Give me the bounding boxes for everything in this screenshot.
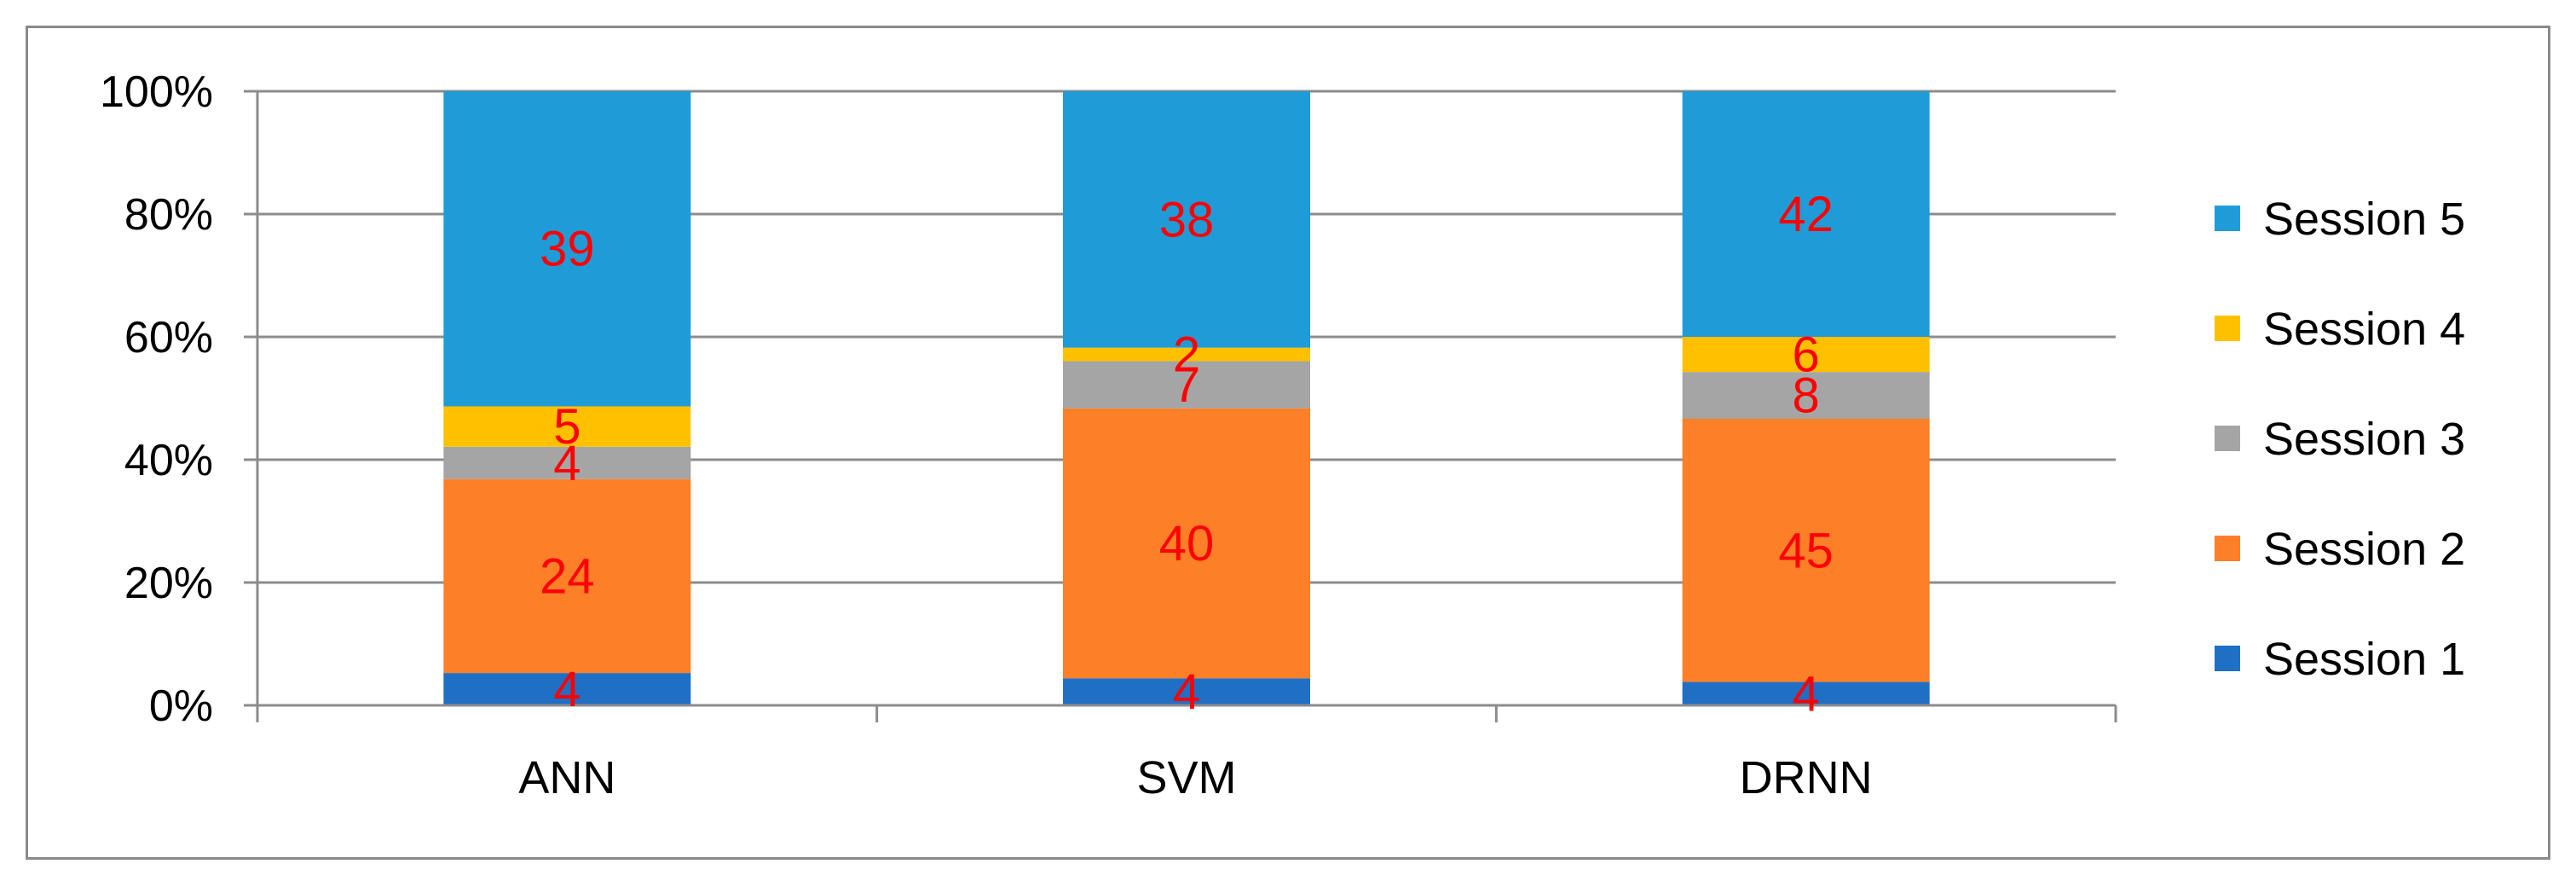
data-label: 4 <box>1793 666 1820 722</box>
y-tick-label: 60% <box>124 313 213 362</box>
legend-swatch <box>2215 646 2240 671</box>
y-tick-label: 20% <box>124 559 213 608</box>
legend-swatch <box>2215 536 2240 561</box>
x-tick-label: ANN <box>518 752 615 803</box>
bar-segment-svm-session-1 <box>1063 678 1310 705</box>
legend-swatch <box>2215 316 2240 341</box>
x-tick-label: DRNN <box>1740 752 1873 803</box>
y-tick-label: 40% <box>124 436 213 485</box>
data-label: 4 <box>553 662 580 717</box>
bar-segment-ann-session-4 <box>443 406 691 447</box>
bar-segment-svm-session-4 <box>1063 347 1310 362</box>
legend: Session 5 Session 4 Session 3 Session 2 Sess… <box>2215 194 2465 685</box>
bar-segment-ann-session-2 <box>443 478 691 674</box>
bar-segment-svm-session-3 <box>1063 361 1310 409</box>
bars <box>443 91 1930 705</box>
bar-segment-ann-session-5 <box>443 91 691 407</box>
data-label: 4 <box>553 436 580 491</box>
bar-segment-drnn-session-2 <box>1682 419 1930 682</box>
bar-segment-svm-session-2 <box>1063 408 1310 679</box>
y-tick-label: 80% <box>124 190 213 240</box>
bar-segment-drnn-session-5 <box>1682 91 1930 337</box>
bar-segment-drnn-session-1 <box>1682 681 1930 705</box>
legend-entry: Session 3 <box>2263 414 2465 465</box>
bar-segment-drnn-session-4 <box>1682 337 1930 373</box>
y-tick-label: 100% <box>100 67 213 117</box>
data-label: 42 <box>1778 187 1834 242</box>
data-label: 4 <box>1173 664 1200 720</box>
axes: 0% 20% 40% 60% 80% 100% ANN SVM DRNN <box>100 67 2117 803</box>
data-label: 7 <box>1173 357 1200 413</box>
bar-segment-svm-session-5 <box>1063 91 1310 348</box>
x-tick-label: SVM <box>1136 752 1236 803</box>
bar-segment-drnn-session-3 <box>1682 372 1930 419</box>
legend-swatch <box>2215 206 2240 231</box>
legend-entry: Session 1 <box>2263 634 2465 685</box>
data-label: 5 <box>553 399 580 455</box>
legend-swatch <box>2215 426 2240 451</box>
legend-entry: Session 5 <box>2263 194 2465 245</box>
y-tick-label: 0% <box>149 681 213 731</box>
bar-segment-ann-session-3 <box>443 446 691 479</box>
data-label: 45 <box>1778 523 1834 578</box>
data-label: 39 <box>540 222 595 277</box>
data-label: 8 <box>1793 368 1820 424</box>
data-label: 6 <box>1793 328 1820 383</box>
legend-entry: Session 4 <box>2263 304 2465 355</box>
bar-segment-ann-session-1 <box>443 673 691 705</box>
legend-entry: Session 2 <box>2263 524 2465 575</box>
data-label: 40 <box>1159 516 1215 571</box>
data-label: 38 <box>1159 192 1215 247</box>
data-label: 2 <box>1173 328 1200 383</box>
data-label: 24 <box>540 548 595 604</box>
